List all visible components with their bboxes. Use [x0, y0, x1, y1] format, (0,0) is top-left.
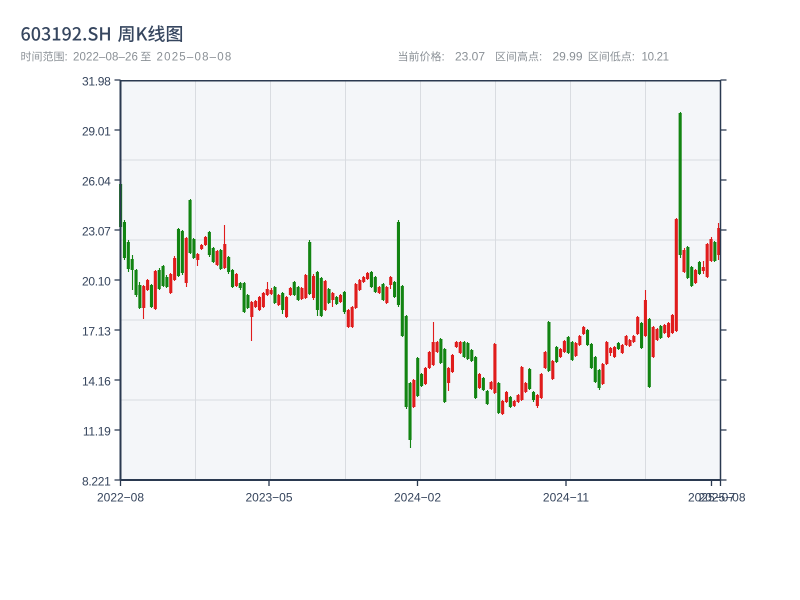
- svg-text:8.221: 8.221: [82, 475, 111, 489]
- svg-text:10.21: 10.21: [642, 52, 669, 64]
- svg-text::: :: [632, 52, 635, 64]
- svg-text:29.99: 29.99: [553, 50, 583, 64]
- svg-text:31.98: 31.98: [82, 75, 111, 89]
- svg-text::: :: [442, 52, 445, 64]
- svg-text:2024−02: 2024−02: [394, 491, 441, 505]
- svg-text:29.01: 29.01: [82, 125, 111, 139]
- svg-text:2025−08: 2025−08: [698, 491, 745, 505]
- svg-text:14.16: 14.16: [82, 375, 111, 389]
- svg-text:17.13: 17.13: [82, 325, 111, 339]
- svg-text::: :: [65, 52, 68, 64]
- svg-text:23.07: 23.07: [82, 225, 111, 239]
- svg-text:2023−05: 2023−05: [245, 491, 292, 505]
- svg-text:2024−11: 2024−11: [543, 491, 589, 505]
- svg-text:2025−07: 2025−07: [688, 491, 735, 505]
- svg-text::: :: [539, 52, 542, 64]
- svg-text:2025–08–08: 2025–08–08: [157, 52, 233, 64]
- svg-text:20.10: 20.10: [82, 275, 111, 289]
- svg-text:26.04: 26.04: [82, 175, 111, 189]
- svg-text:11.19: 11.19: [83, 425, 111, 439]
- svg-text:2022−08: 2022−08: [97, 491, 144, 505]
- svg-text:2022–08–26: 2022–08–26: [73, 52, 138, 64]
- svg-text:23.07: 23.07: [455, 50, 485, 64]
